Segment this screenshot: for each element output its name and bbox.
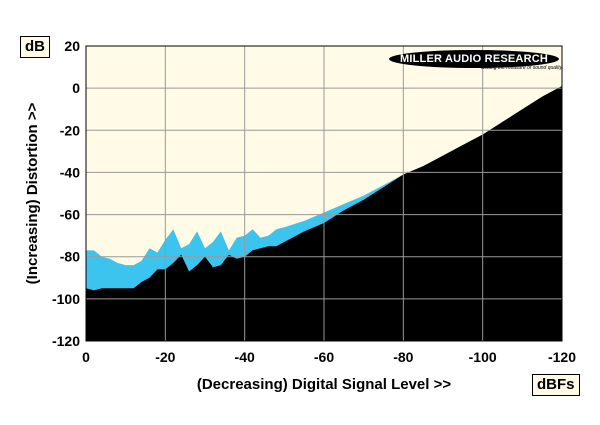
x-tick-label: -40 xyxy=(235,349,255,365)
y-tick-label: -100 xyxy=(52,291,80,307)
y-tick-label: -120 xyxy=(52,333,80,349)
y-tick-label: -60 xyxy=(60,207,80,223)
y-tick-label: -80 xyxy=(60,249,80,265)
x-tick-label: -20 xyxy=(155,349,175,365)
logo-wordmark: MILLER AUDIO RESEARCH xyxy=(389,50,559,68)
y-tick-label: -40 xyxy=(60,164,80,180)
y-tick-label: 0 xyxy=(72,80,80,96)
x-tick-label: 0 xyxy=(82,349,90,365)
x-tick-label: -100 xyxy=(469,349,497,365)
x-unit-label: dBFs xyxy=(532,374,580,396)
x-tick-label: -60 xyxy=(314,349,334,365)
x-tick-label: -120 xyxy=(548,349,576,365)
y-tick-label: -20 xyxy=(60,122,80,138)
series-floor-area xyxy=(86,86,562,341)
y-tick-label: 20 xyxy=(64,38,80,54)
x-axis-title: (Decreasing) Digital Signal Level >> xyxy=(197,376,451,393)
y-axis-title: (Increasing) Distortion >> xyxy=(24,102,41,284)
miller-audio-research-logo: MILLER AUDIO RESEARCH Setting the measur… xyxy=(389,50,563,76)
y-unit-label: dB xyxy=(20,36,50,58)
x-tick-label: -80 xyxy=(393,349,413,365)
y-tick-labels: 20 0 -20 -40 -60 -80 -100 -120 xyxy=(52,38,80,349)
x-tick-labels: 0 -20 -40 -60 -80 -100 -120 xyxy=(82,349,576,365)
logo-tagline: Setting the measure of sound quality xyxy=(481,65,563,71)
plot-frame xyxy=(85,45,563,342)
